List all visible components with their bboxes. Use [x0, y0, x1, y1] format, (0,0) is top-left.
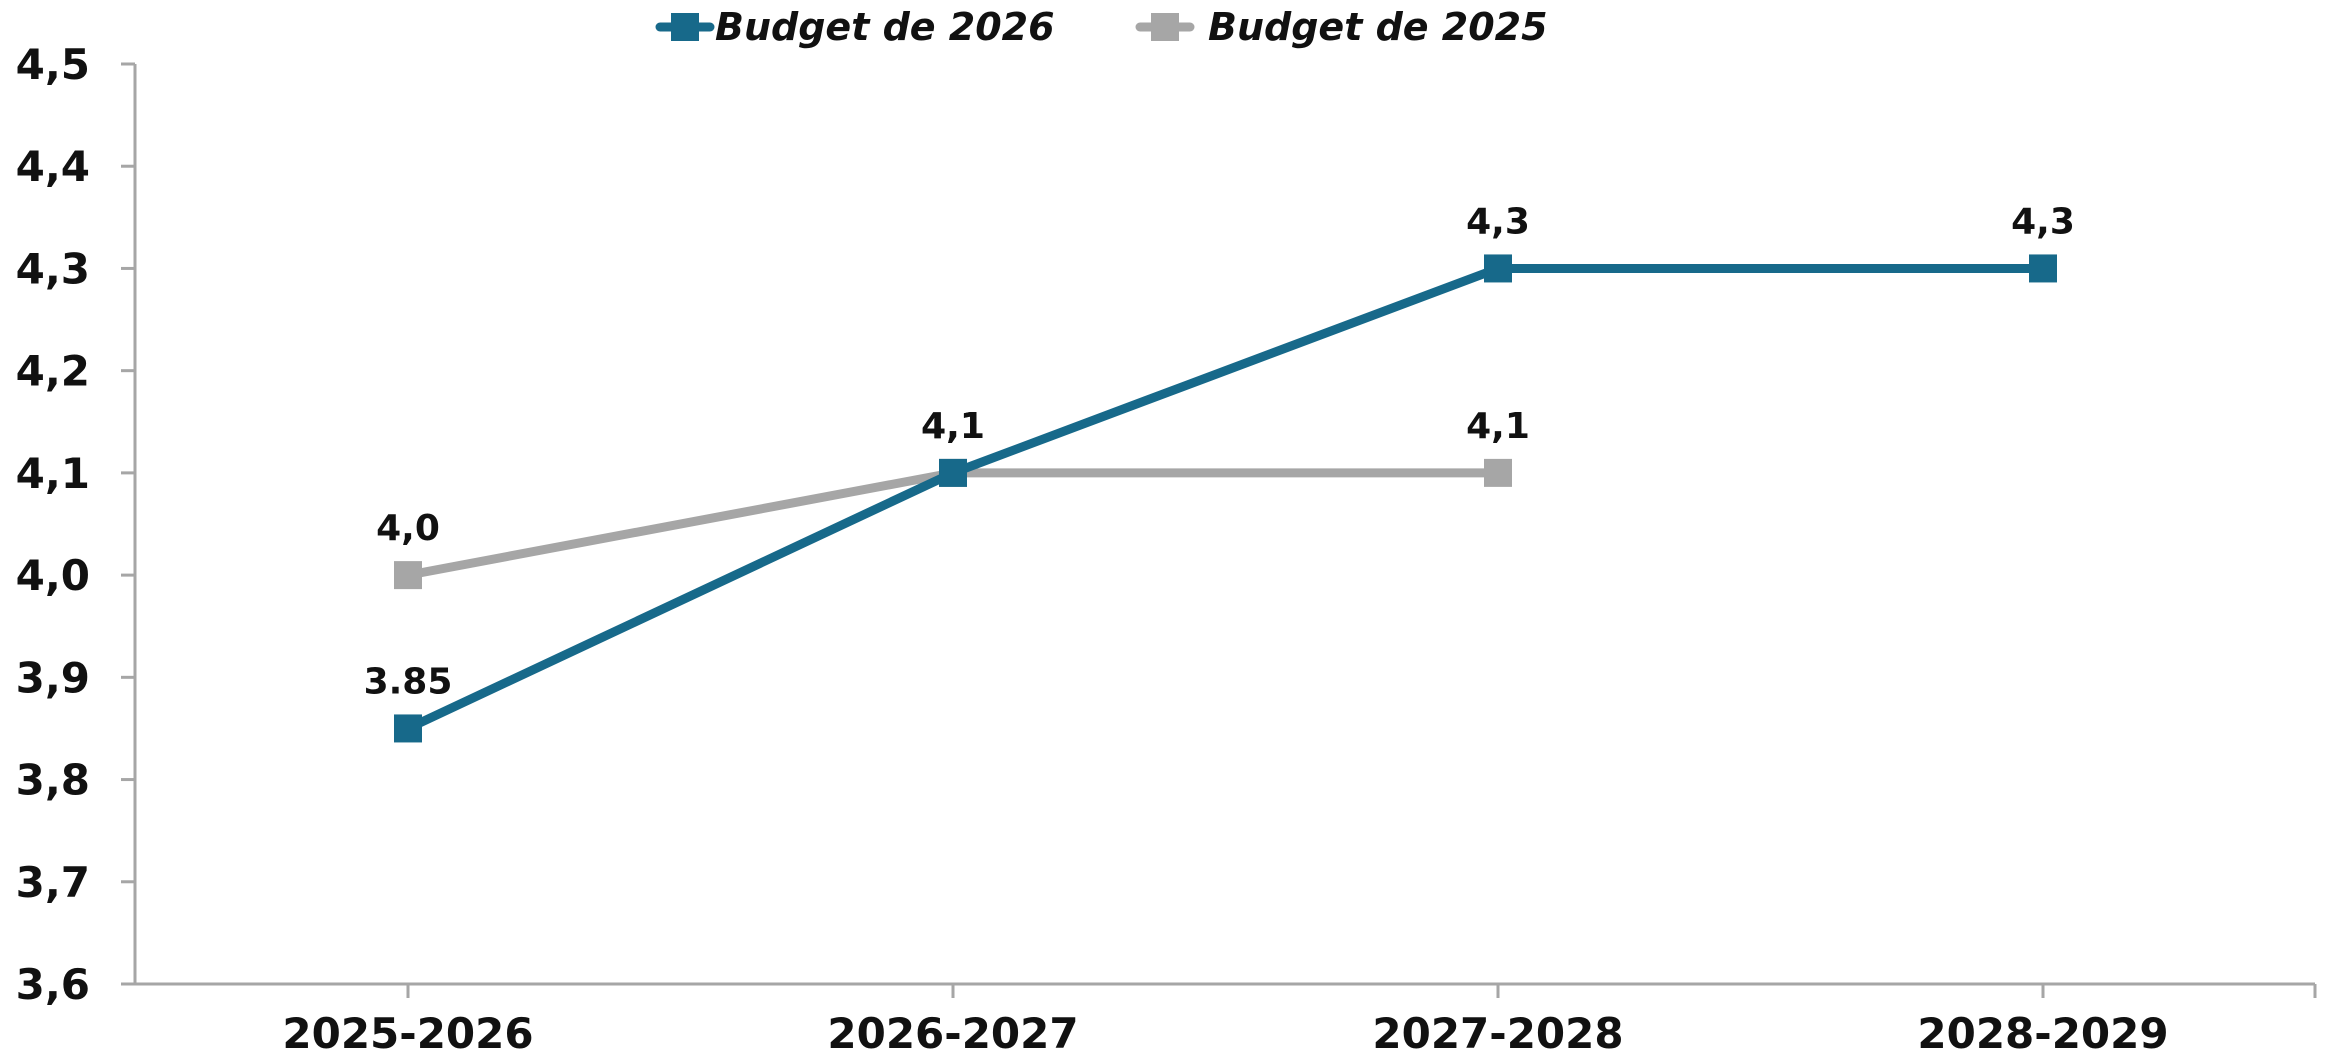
- x-tick-label: 2028-2029: [1917, 1009, 2168, 1056]
- series-layer: 4,0 4,1 4,13.85 4,1 4,3 4,3: [364, 201, 2075, 743]
- data-point-marker: [394, 714, 422, 743]
- y-tick-label: 4,5: [16, 40, 90, 89]
- y-tick-label: 3,7: [16, 858, 90, 907]
- data-label: 3.85: [364, 661, 453, 702]
- data-point-marker: [2029, 254, 2057, 283]
- x-tick-label: 2025-2026: [282, 1009, 533, 1056]
- chart-axes: [133, 64, 2315, 986]
- legend-item: Budget de 2026: [655, 5, 1055, 49]
- legend-label: Budget de 2025: [1208, 5, 1548, 49]
- y-tick-label: 4,0: [16, 551, 90, 600]
- y-tick-label: 3,6: [16, 960, 90, 1009]
- y-tick-label: 3,9: [16, 653, 90, 702]
- data-point-marker: [1484, 254, 1512, 283]
- series-line: [403, 263, 2048, 733]
- y-tick-label: 4,2: [16, 347, 90, 396]
- data-point-marker: [394, 561, 422, 590]
- data-label: 4,3: [2011, 201, 2075, 242]
- data-label: 4,3: [1466, 201, 1530, 242]
- legend-label: Budget de 2026: [715, 5, 1055, 49]
- legend-marker: [1151, 13, 1179, 41]
- x-tick-label: 2027-2028: [1372, 1009, 1623, 1056]
- legend-item: Budget de 2025: [1135, 5, 1548, 49]
- series-line: [403, 468, 1503, 580]
- legend-marker: [671, 13, 699, 41]
- data-point-marker: [1484, 458, 1512, 487]
- data-label: 4,0: [376, 508, 440, 549]
- data-label: 4,1: [921, 406, 985, 447]
- data-label: 4,1: [1466, 406, 1530, 447]
- chart-legend: Budget de 2026 Budget de 2025: [655, 5, 1548, 49]
- y-tick-label: 3,8: [16, 756, 90, 805]
- y-axis-ticks: 3,6 3,7 3,8 3,9 4,0 4,1 4,2 4,3 4,4 4,5: [16, 40, 135, 1009]
- data-point-marker: [939, 458, 967, 487]
- x-tick-label: 2026-2027: [827, 1009, 1078, 1056]
- series-budget-de-2026: 3.85 4,1 4,3 4,3: [364, 201, 2075, 743]
- y-tick-label: 4,3: [16, 244, 90, 293]
- data-label: 4,1: [921, 406, 985, 447]
- x-axis-ticks: 2025-2026 2026-2027 2027-2028 2028-2029: [282, 984, 2317, 1056]
- y-tick-label: 4,1: [16, 449, 90, 498]
- y-tick-label: 4,4: [16, 142, 90, 191]
